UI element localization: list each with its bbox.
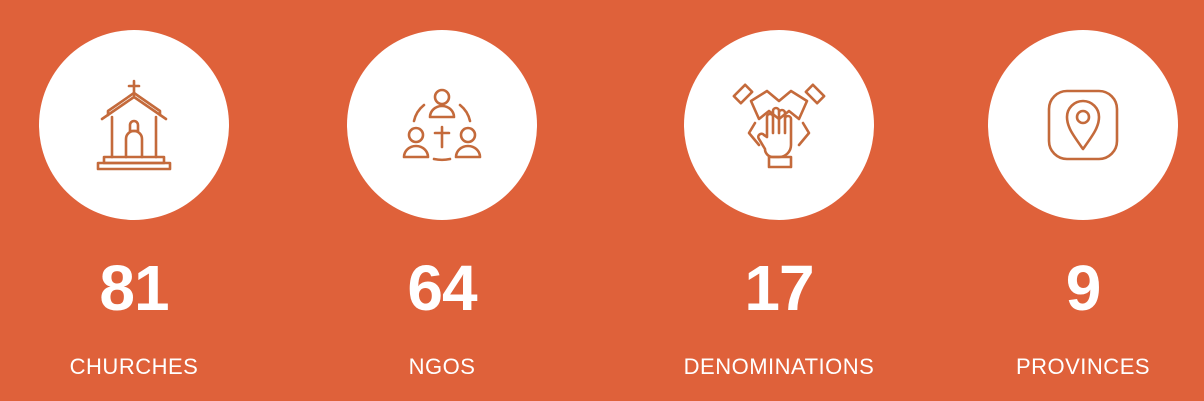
stat-value: 64 [407,252,477,324]
community-cross-icon [402,88,482,162]
icon-circle [988,30,1178,220]
church-icon [96,79,172,171]
stat-churches: 81 CHURCHES [4,0,264,401]
stat-value: 9 [1065,252,1102,324]
icon-circle [347,30,537,220]
stat-label: PROVINCES [1015,354,1151,379]
joined-hands-icon [732,83,826,169]
icon-circle [684,30,874,220]
stat-label: CHURCHES [69,354,199,379]
location-pin-icon [1047,89,1119,161]
stat-label: NGOS [408,354,476,379]
icon-circle [39,30,229,220]
stat-label: DENOMINATIONS [683,354,875,379]
stat-value: 81 [99,252,169,324]
stat-value: 17 [744,252,814,324]
stat-provinces: 9 PROVINCES [953,0,1204,401]
stat-ngos: 64 NGOS [312,0,572,401]
stat-denominations: 17 DENOMINATIONS [649,0,909,401]
